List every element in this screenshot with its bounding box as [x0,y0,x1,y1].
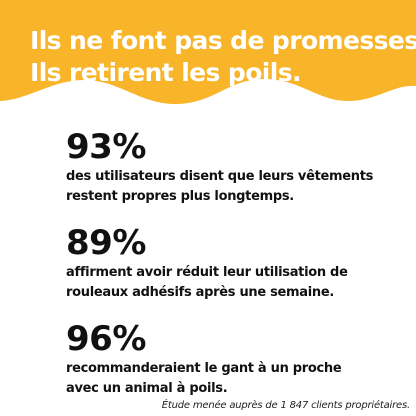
stat-description-line-1: des utilisateurs disent que leurs vêteme… [66,169,374,184]
stat-description-line-1: affirment avoir réduit leur utilisation … [66,265,348,280]
stat-value: 96% [66,319,146,359]
stat-clothes-clean: 93% des utilisateurs disent que leurs vê… [66,128,406,206]
headline: Ils ne font pas de promesses. Ils retire… [30,25,416,89]
stat-lint-rollers: 89% affirment avoir réduit leur utilisat… [66,224,406,302]
headline-line-1: Ils ne font pas de promesses. [30,26,416,55]
stat-value: 89% [66,223,146,263]
stat-description-line-1: recommanderaient le gant à un proche [66,361,342,376]
stat-description-line-2: restent propres plus longtemps. [66,189,294,204]
study-footnote: Étude menée auprès de 1 847 clients prop… [161,400,410,411]
headline-banner: Ils ne font pas de promesses. Ils retire… [0,0,416,110]
stat-description-line-2: rouleaux adhésifs après une semaine. [66,285,335,300]
banner-wave-shape [0,0,416,105]
stat-description-line-2: avec un animal à poils. [66,381,228,396]
headline-line-2: Ils retirent les poils. [30,58,302,87]
stats-list: 93% des utilisateurs disent que leurs vê… [66,128,406,416]
stat-value: 93% [66,127,146,167]
stat-recommend: 96% recommanderaient le gant à un proche… [66,320,406,398]
